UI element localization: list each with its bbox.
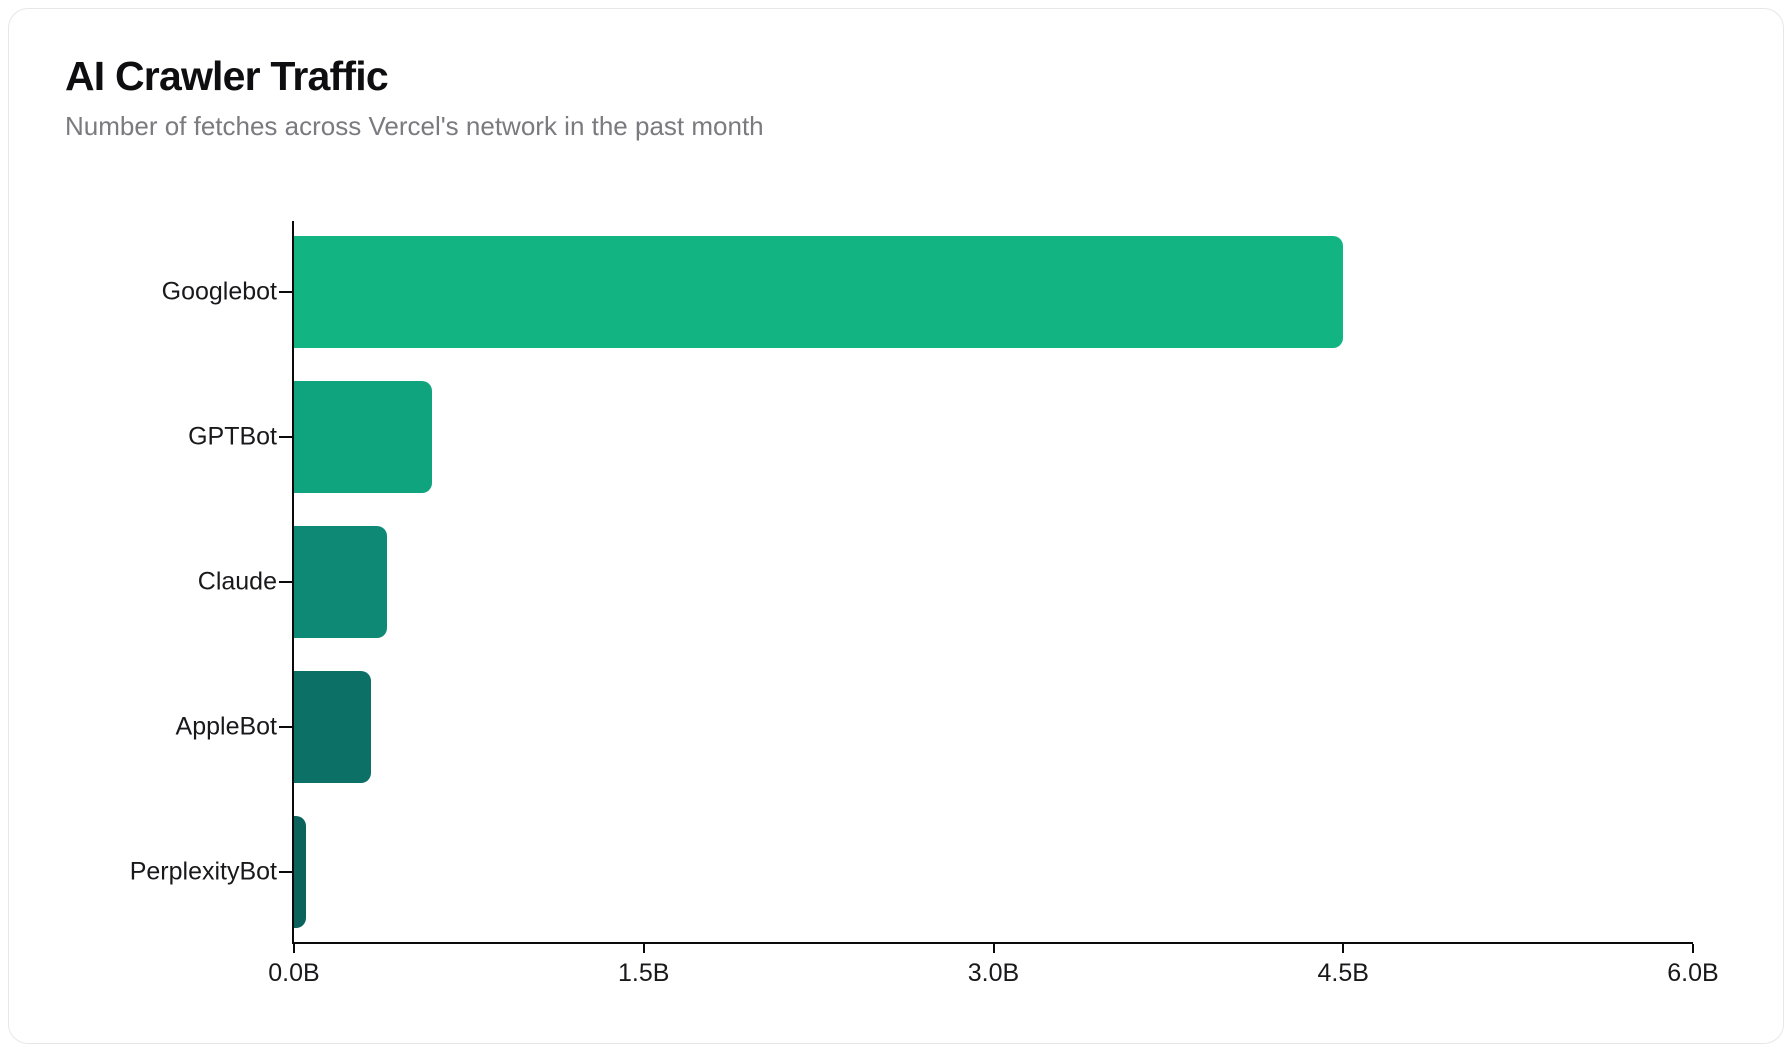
x-tick	[1342, 944, 1345, 953]
chart-card: AI Crawler Traffic Number of fetches acr…	[8, 8, 1784, 1044]
x-tick-label: 1.5B	[618, 959, 670, 987]
bar-gptbot[interactable]	[294, 381, 432, 493]
x-tick-label: 0.0B	[268, 959, 320, 987]
bar-row: Googlebot	[162, 236, 1693, 348]
bar-row: Claude	[198, 526, 1693, 638]
bar-row: GPTBot	[188, 381, 1693, 493]
x-axis-line	[292, 942, 1693, 944]
chart-title: AI Crawler Traffic	[65, 53, 389, 99]
x-tick	[293, 944, 295, 953]
y-tick	[279, 726, 292, 728]
x-tick-label: 6.0B	[1667, 959, 1719, 987]
category-label: GPTBot	[188, 422, 277, 451]
bar-applebot[interactable]	[294, 671, 371, 783]
chart-subtitle: Number of fetches across Vercel's networ…	[65, 111, 764, 141]
y-tick	[279, 436, 292, 438]
bar-perplexitybot[interactable]	[294, 816, 306, 928]
category-label: AppleBot	[175, 712, 277, 741]
category-label: Claude	[197, 567, 277, 596]
category-label: Googlebot	[161, 277, 277, 306]
y-tick	[279, 581, 292, 583]
bar-claude[interactable]	[294, 526, 388, 638]
x-tick	[642, 944, 645, 953]
plot-area: Googlebot GPTBot Claude AppleBot PerplexityB…	[130, 197, 1719, 987]
y-tick	[279, 291, 292, 293]
x-tick-label: 4.5B	[1317, 959, 1369, 987]
y-axis-line	[292, 221, 294, 944]
bar-googlebot[interactable]	[294, 236, 1344, 348]
bar-row: PerplexityBot	[130, 816, 1693, 928]
category-label: PerplexityBot	[129, 857, 277, 886]
y-tick	[279, 871, 292, 873]
x-tick	[1692, 944, 1694, 953]
bar-row: AppleBot	[176, 671, 1693, 783]
x-tick	[992, 944, 995, 953]
x-tick-label: 3.0B	[967, 959, 1020, 987]
